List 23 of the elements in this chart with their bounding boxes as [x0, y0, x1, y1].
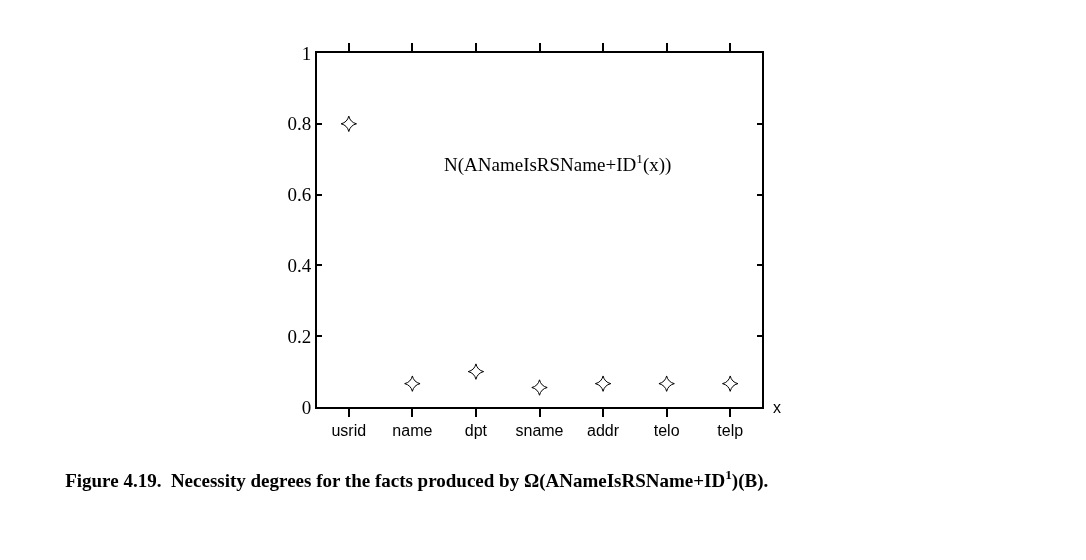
x-tick-label: name	[392, 422, 433, 440]
x-tick-label: dpt	[464, 422, 488, 440]
y-tick-label: 0.6	[287, 184, 312, 206]
point	[658, 375, 675, 392]
x-tick-label: addr	[587, 422, 620, 440]
x-tick-label: telp	[717, 422, 744, 440]
y-tick-label: 0.2	[287, 325, 312, 347]
y-tick-label: 0	[301, 396, 312, 418]
y-tick-label: 0.4	[287, 255, 312, 277]
y-tick-label: 0.8	[287, 113, 312, 135]
x-axis-title: x	[773, 399, 781, 416]
point	[531, 379, 548, 396]
annotation: N(ANameIsRSName+ID$^{1}$(x))	[444, 151, 672, 176]
point	[594, 375, 612, 392]
x-tick-label: usrid	[331, 422, 367, 440]
x-tick-label: sname	[515, 422, 564, 440]
point	[722, 375, 739, 392]
point	[340, 115, 357, 132]
y-tick-label: 1	[301, 42, 312, 64]
point	[404, 375, 421, 392]
point	[467, 363, 485, 380]
x-tick-label: telo	[653, 422, 680, 440]
text: Figure 4.19. Necessity degrees for the facts produced by Ω(ANameIsRSName+ID$^{1}$)(B).	[65, 466, 769, 492]
